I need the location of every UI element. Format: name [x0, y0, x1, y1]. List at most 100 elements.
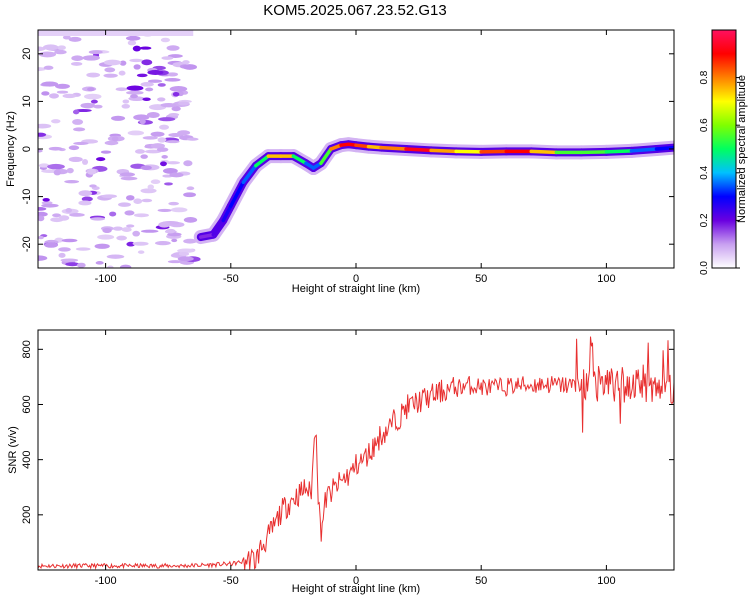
- spectrogram-noise-cell: [64, 180, 79, 183]
- spectrogram-x-tick-label: 50: [475, 273, 487, 285]
- spectrogram-noise-cell: [54, 50, 66, 54]
- spectrogram-noise-cell: [129, 59, 143, 62]
- spectrogram-noise-cell: [111, 116, 125, 121]
- spectrogram-noise-cell: [164, 78, 180, 82]
- snr-y-tick-label: 800: [21, 340, 33, 358]
- ridge-core-segment: [531, 151, 556, 152]
- spectrogram-noise-cell: [118, 202, 131, 207]
- ridge-core-segment: [381, 148, 406, 149]
- spectrogram-noise-cell: [120, 265, 131, 270]
- spectrogram-noise-cell: [43, 44, 59, 50]
- spectrogram-noise-cell: [73, 142, 88, 145]
- snr-y-tick-label: 200: [21, 506, 33, 524]
- spectrogram-noise-cell: [84, 94, 102, 100]
- spectrogram-noise-cell: [71, 55, 83, 61]
- spectrogram-noise-cell: [87, 87, 95, 91]
- spectrogram-noise-cell: [73, 110, 79, 115]
- spectrogram-noise-cell: [123, 99, 130, 103]
- spectrogram-noise-cell: [107, 255, 125, 259]
- spectrogram-noise-cell: [49, 93, 59, 98]
- spectrogram-noise-cell: [38, 30, 193, 36]
- spectrogram-noise-cell: [69, 145, 79, 150]
- spectrogram-noise-cell: [71, 62, 83, 66]
- spectrogram-noise-cell: [113, 226, 123, 230]
- colorbar-tick-label: 0.0: [699, 261, 710, 275]
- spectrogram-noise-cell: [82, 159, 88, 165]
- spectrogram-noise-cell: [177, 130, 190, 135]
- spectrogram-noise-cell: [134, 64, 141, 69]
- spectrogram-noise-cell: [89, 50, 103, 54]
- spectrogram-noise-cell: [43, 198, 50, 202]
- spectrogram-noise-cell: [54, 170, 61, 175]
- colorbar-tick-label: 0.6: [699, 118, 710, 132]
- spectrogram-noise-cell: [78, 190, 92, 196]
- colorbar-tick-label: 0.2: [699, 213, 710, 227]
- spectrogram-noise-cell: [141, 59, 152, 65]
- snr-x-label: Height of straight line (km): [292, 583, 420, 595]
- spectrogram-noise-cell: [31, 255, 48, 260]
- spectrogram-x-tick-label: 100: [597, 273, 615, 285]
- spectrogram-noise-cell: [101, 194, 117, 198]
- spectrogram-noise-cell: [102, 228, 112, 233]
- spectrogram-noise-cell: [126, 224, 134, 227]
- spectrogram-noise-cell: [105, 141, 119, 146]
- spectrogram-noise-cell: [157, 147, 168, 151]
- colorbar-tick-label: 0.4: [699, 165, 710, 179]
- spectrogram-noise-cell: [41, 91, 49, 95]
- spectrogram-noise-cell: [171, 207, 188, 212]
- spectrogram-noise-cell: [158, 117, 175, 121]
- spectrogram-noise-cell: [120, 172, 135, 176]
- spectrogram-noise-cell: [145, 88, 153, 92]
- spectrogram-noise-cell: [82, 55, 99, 60]
- snr-series-line: [38, 337, 674, 570]
- spectrogram-noise-cell: [157, 97, 165, 101]
- spectrogram-noise-cell: [178, 102, 189, 106]
- spectrogram-noise-cell: [67, 168, 74, 174]
- spectrogram-ridge: [201, 144, 674, 237]
- ridge-core-segment: [431, 150, 456, 151]
- spectrogram-noise-cell: [161, 38, 170, 43]
- spectrogram-noise-cell: [183, 160, 192, 166]
- snr-y-tick-label: 600: [21, 395, 33, 413]
- spectrogram-noise-cell: [184, 217, 197, 223]
- spectrogram-noise-cell: [148, 185, 154, 190]
- spectrogram-noise-cell: [93, 105, 102, 109]
- spectrogram-noise-cell: [187, 186, 195, 190]
- spectrogram-noise-cell: [91, 100, 98, 104]
- colorbar-gradient: [712, 30, 736, 268]
- spectrogram-noise-cell: [109, 212, 116, 217]
- spectrogram-noise-cell: [178, 256, 194, 261]
- spectrogram-noise-cell: [141, 165, 152, 170]
- spectrogram-x-label: Height of straight line (km): [292, 283, 420, 295]
- snr-x-tick-label: -50: [223, 575, 239, 587]
- spectrogram-noise-cell: [58, 253, 65, 258]
- colorbar: 0.00.20.40.60.8 Normalized spectral ampl…: [699, 30, 748, 275]
- spectrogram-noise-cell: [57, 91, 68, 94]
- spectrogram-y-tick-label: -20: [21, 236, 33, 252]
- spectrogram-noise-cell: [158, 83, 166, 87]
- spectrogram-noise-cell: [59, 215, 70, 220]
- spectrogram-noise-cell: [76, 247, 91, 250]
- spectrogram-noise-cell: [173, 92, 180, 96]
- spectrogram-noise-cell: [78, 200, 91, 205]
- spectrogram-x-tick-label: -50: [223, 273, 239, 285]
- spectrogram-noise-cell: [122, 227, 132, 232]
- spectrogram-noise-cell: [132, 231, 140, 237]
- spectrogram-noise-cell: [126, 85, 143, 90]
- snr-y-tick-label: 400: [21, 450, 33, 468]
- spectrogram-noise-cell: [161, 155, 168, 159]
- spectrogram-noise-cell: [126, 91, 144, 95]
- spectrogram-noise-cell: [51, 119, 60, 123]
- ridge-core-segment: [369, 147, 382, 148]
- spectrogram-noise-cell: [164, 182, 173, 185]
- spectrogram-noise-cell: [104, 67, 115, 72]
- ridge-core-segment: [201, 235, 214, 237]
- spectrogram-noise-cell: [140, 154, 147, 159]
- spectrogram-noise-cell: [168, 260, 183, 263]
- spectrogram-noise-cell: [97, 234, 114, 239]
